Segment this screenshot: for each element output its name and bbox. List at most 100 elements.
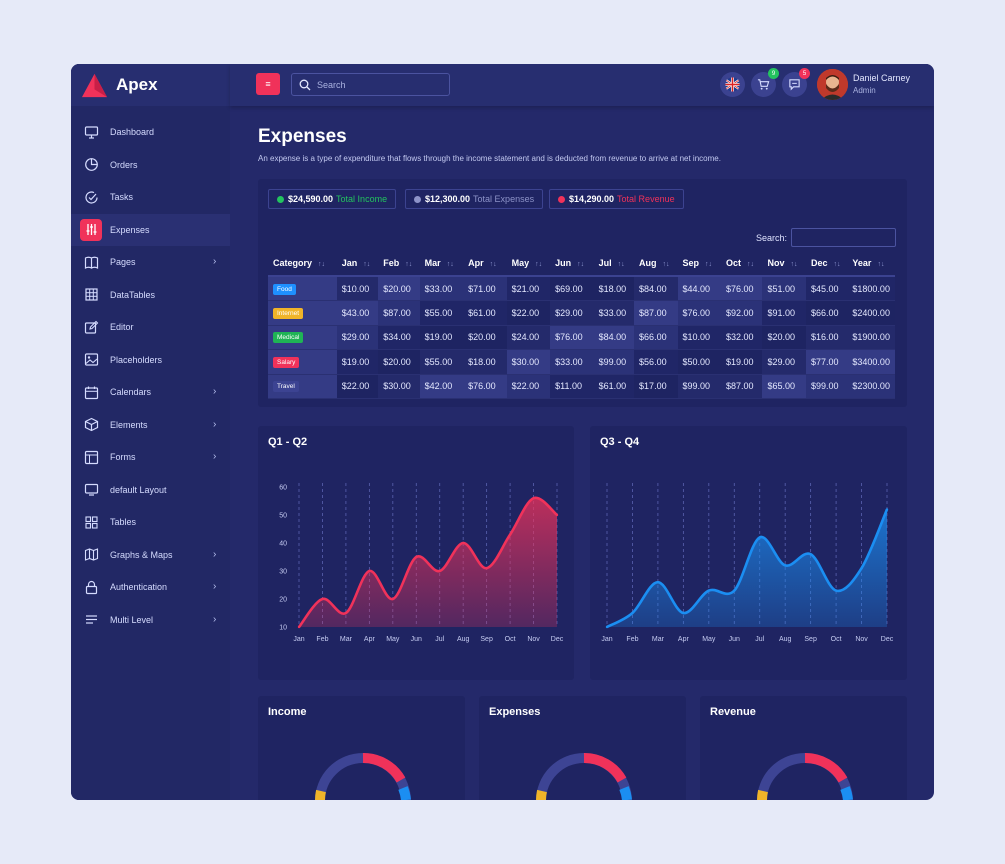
column-header-nov[interactable]: Nov ↑↓: [762, 251, 806, 277]
data-point[interactable]: [415, 555, 418, 559]
column-header-jul[interactable]: Jul ↑↓: [593, 251, 635, 277]
data-point[interactable]: [809, 553, 812, 556]
sidebar-item-graphs-maps[interactable]: Graphs & Maps ›: [71, 539, 230, 572]
sidebar-item-authentication[interactable]: Authentication ›: [71, 571, 230, 604]
sidebar-item-editor[interactable]: Editor: [71, 311, 230, 344]
y-tick-label: 40: [279, 541, 287, 548]
donut-segment[interactable]: [757, 789, 768, 800]
data-point[interactable]: [860, 567, 863, 570]
table-row[interactable]: Food $10.00 $20.00 $33.00 $71.00 $21.00 $69.00…: [268, 276, 895, 301]
donut-segment[interactable]: [398, 786, 411, 800]
main-content: Expenses An expense is a type of expendi…: [258, 106, 908, 800]
column-header-year[interactable]: Year ↑↓: [847, 251, 895, 277]
table-cell: $11.00: [550, 374, 594, 399]
column-header-may[interactable]: May ↑↓: [506, 251, 551, 277]
table-row[interactable]: Internet $43.00 $87.00 $55.00 $61.00 $22.00 $2…: [268, 300, 895, 326]
menu-toggle-button[interactable]: ≡: [256, 73, 280, 95]
column-header-mar[interactable]: Mar ↑↓: [419, 251, 464, 277]
donut-segment[interactable]: [536, 789, 547, 800]
sidebar-item-multi-level[interactable]: Multi Level ›: [71, 604, 230, 637]
sidebar-item-elements[interactable]: Elements ›: [71, 409, 230, 442]
data-point[interactable]: [783, 564, 787, 567]
data-point[interactable]: [707, 589, 711, 592]
data-point[interactable]: [508, 533, 512, 536]
column-header-label: Category: [273, 258, 313, 268]
cart-button[interactable]: 9: [751, 68, 779, 97]
book-icon: [84, 255, 99, 270]
data-point[interactable]: [631, 611, 634, 615]
column-header-oct[interactable]: Oct ↑↓: [721, 251, 763, 277]
data-point[interactable]: [605, 625, 609, 629]
data-point[interactable]: [368, 569, 371, 573]
data-point[interactable]: [682, 611, 685, 615]
messages-button[interactable]: 5: [782, 68, 810, 97]
data-point[interactable]: [885, 508, 889, 511]
column-header-sep[interactable]: Sep ↑↓: [677, 251, 722, 277]
search-input[interactable]: Search: [291, 73, 450, 96]
donut-segment[interactable]: [583, 752, 627, 783]
table-cell: $34.00: [378, 325, 420, 350]
summary-value: $14,290.00: [569, 194, 615, 204]
series-line: [297, 496, 558, 628]
table-cell: $33.00: [419, 276, 464, 301]
map-icon: [84, 547, 99, 562]
column-header-jan[interactable]: Jan ↑↓: [336, 251, 379, 277]
table-cell: $24.00: [506, 325, 551, 350]
table-row[interactable]: Medical $29.00 $34.00 $19.00 $20.00 $24.00 $76…: [268, 325, 895, 350]
sidebar-item-default-layout[interactable]: default Layout: [71, 474, 230, 507]
data-point[interactable]: [461, 541, 465, 545]
data-point[interactable]: [297, 625, 301, 629]
donut-segment[interactable]: [362, 752, 406, 783]
donut-segment[interactable]: [315, 789, 326, 800]
sidebar-item-placeholders[interactable]: Placeholders: [71, 344, 230, 377]
table-cell: $71.00: [463, 276, 507, 301]
sidebar-item-calendars[interactable]: Calendars ›: [71, 376, 230, 409]
sidebar-item-expenses[interactable]: Expenses: [71, 213, 230, 246]
sidebar-item-forms[interactable]: Forms ›: [71, 441, 230, 474]
table-row[interactable]: Travel $22.00 $30.00 $42.00 $76.00 $22.00 $11.…: [268, 374, 895, 399]
data-point[interactable]: [532, 497, 535, 500]
sidebar-item-dashboard[interactable]: Dashboard: [71, 116, 230, 149]
table-cell: $91.00: [762, 300, 806, 326]
column-header-feb[interactable]: Feb ↑↓: [378, 251, 420, 277]
card-revenue: Revenue: [700, 696, 907, 800]
column-header-category[interactable]: Category ↑↓: [268, 251, 337, 277]
table-row[interactable]: Salary $19.00 $20.00 $55.00 $18.00 $30.00 $33.…: [268, 349, 895, 375]
card-title: Revenue: [710, 706, 756, 718]
sidebar-item-label: Elements: [110, 419, 148, 430]
data-point[interactable]: [834, 589, 838, 592]
avatar[interactable]: [817, 69, 848, 100]
data-point[interactable]: [485, 567, 488, 570]
data-point[interactable]: [391, 597, 395, 601]
sidebar-item-pages[interactable]: Pages ›: [71, 246, 230, 279]
table-cell: $3400.00: [847, 349, 895, 375]
table-search-input[interactable]: [791, 228, 896, 247]
column-header-dec[interactable]: Dec ↑↓: [805, 251, 848, 277]
user-name[interactable]: Daniel Carney: [853, 73, 911, 83]
brand[interactable]: Apex: [71, 64, 230, 106]
data-point[interactable]: [438, 569, 441, 573]
table-cell: $29.00: [762, 349, 806, 375]
sidebar-item-datatables[interactable]: DataTables: [71, 279, 230, 312]
sidebar-item-label: Multi Level: [110, 614, 154, 625]
donut-segment[interactable]: [804, 752, 848, 783]
data-point[interactable]: [733, 589, 736, 592]
donut-segment[interactable]: [619, 786, 632, 800]
table-cell: $84.00: [593, 325, 635, 350]
donut-segment[interactable]: [840, 786, 853, 800]
data-point[interactable]: [758, 536, 761, 539]
language-button[interactable]: [720, 72, 745, 97]
column-header-jun[interactable]: Jun ↑↓: [550, 251, 594, 277]
column-header-label: May: [511, 258, 530, 268]
sidebar-item-tasks[interactable]: Tasks: [71, 181, 230, 214]
data-point[interactable]: [321, 597, 324, 601]
data-point[interactable]: [555, 513, 559, 517]
data-point[interactable]: [344, 611, 348, 615]
column-header-aug[interactable]: Aug ↑↓: [634, 251, 678, 277]
sidebar-item-tables[interactable]: Tables: [71, 506, 230, 539]
category-badge: Internet: [273, 307, 304, 319]
column-header-apr[interactable]: Apr ↑↓: [463, 251, 507, 277]
data-point[interactable]: [656, 581, 660, 584]
x-tick-label: Jun: [729, 636, 740, 643]
sidebar-item-orders[interactable]: Orders: [71, 149, 230, 182]
